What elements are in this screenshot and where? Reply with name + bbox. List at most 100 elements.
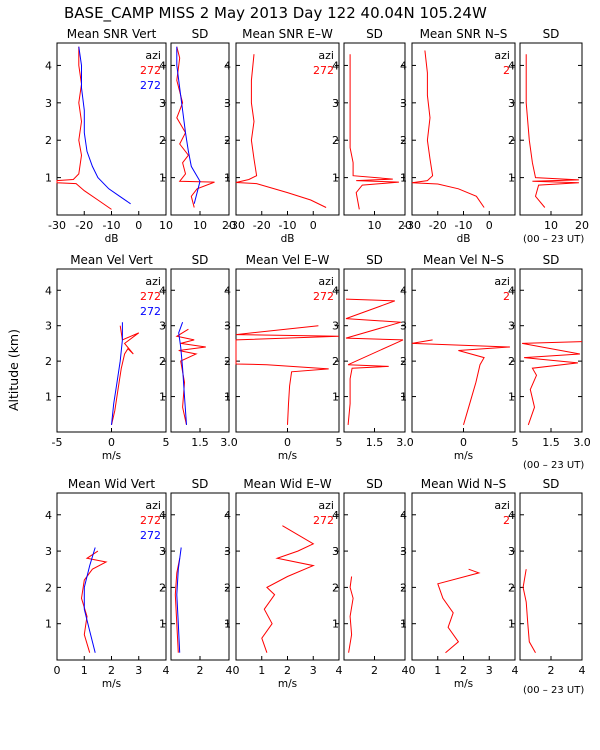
legend-header: azi <box>318 499 334 512</box>
x-tick-label: 5 <box>163 436 170 449</box>
y-tick-label: 3 <box>508 320 515 333</box>
panel-2-5: SD 1 2 3 4 2 4 <box>508 477 586 677</box>
legend-entry: 272 <box>140 514 161 527</box>
y-tick-label: 4 <box>400 59 407 72</box>
x-tick-label: 4 <box>226 664 233 677</box>
x-tick-label: 5 <box>512 436 519 449</box>
x-tick-label: 1.5 <box>542 436 560 449</box>
panel-title: Mean Wid N–S <box>421 477 506 491</box>
y-tick-label: 4 <box>45 59 52 72</box>
y-tick-label: 4 <box>159 59 166 72</box>
y-tick-label: 4 <box>508 284 515 297</box>
legend-entry: 272 <box>140 79 161 92</box>
x-tick-label: 2 <box>108 664 115 677</box>
x-tick-label: 4 <box>579 664 586 677</box>
y-tick-label: 1 <box>159 618 166 631</box>
legend-header: azi <box>145 275 161 288</box>
plot-frame <box>519 42 583 216</box>
y-tick-label: 1 <box>332 618 339 631</box>
panel-title: SD <box>543 253 560 267</box>
x-tick-label: 1 <box>434 664 441 677</box>
legend-header: azi <box>494 499 510 512</box>
y-tick-label: 3 <box>332 97 339 110</box>
x-tick-label: -30 <box>403 219 421 232</box>
series-line-red <box>525 54 579 208</box>
y-tick-label: 3 <box>224 320 231 333</box>
x-tick-label: 0 <box>409 664 416 677</box>
y-tick-label: 1 <box>45 172 52 185</box>
y-tick-label: 3 <box>45 97 52 110</box>
plot-frame <box>170 42 230 216</box>
plot-frame <box>411 42 516 216</box>
x-tick-label: 0 <box>54 664 61 677</box>
x-axis-label: m/s <box>454 678 473 690</box>
x-tick-label: -10 <box>279 219 297 232</box>
y-tick-label: 3 <box>508 545 515 558</box>
plot-frame <box>343 42 406 216</box>
legend-entry: 2 <box>503 64 510 77</box>
y-tick-label: 2 <box>332 581 339 594</box>
y-tick-label: 2 <box>224 134 231 147</box>
x-tick-label: 3.0 <box>573 436 591 449</box>
x-axis-label: m/s <box>278 678 297 690</box>
y-tick-label: 2 <box>400 134 407 147</box>
series-line-red <box>345 298 404 425</box>
series-line-red <box>411 339 510 426</box>
y-tick-label: 2 <box>159 355 166 368</box>
y-tick-label: 2 <box>508 134 515 147</box>
panel-1-4: Mean Vel N–S 1 2 3 4 0 5 m/s azi 2 <box>400 253 519 462</box>
plot-frame <box>519 268 583 433</box>
x-tick-label: 1.5 <box>366 436 384 449</box>
x-tick-label: 3 <box>310 664 317 677</box>
x-tick-label: -10 <box>103 219 121 232</box>
series-line-blue <box>78 46 131 205</box>
x-tick-label: 20 <box>575 219 589 232</box>
panel-title: Mean Wid E–W <box>243 477 331 491</box>
panel-2-0: Mean Wid Vert 1 2 3 4 0 1 2 3 4 m/s azi 272 272 <box>45 477 170 690</box>
x-tick-label: 2 <box>197 664 204 677</box>
x-axis-label: m/s <box>102 450 121 462</box>
plot-frame <box>519 492 583 661</box>
x-tick-label: 4 <box>336 664 343 677</box>
y-tick-label: 3 <box>400 545 407 558</box>
panel-title: SD <box>543 477 560 491</box>
panel-1-2: Mean Vel E–W 1 2 3 4 0 5 m/s azi 272 <box>224 253 343 462</box>
x-axis-label: m/s <box>454 450 473 462</box>
y-tick-label: 1 <box>224 391 231 404</box>
plot-frame <box>170 492 230 661</box>
x-tick-label: 3.0 <box>396 436 414 449</box>
x-tick-label: 20 <box>398 219 412 232</box>
x-axis-label: m/s <box>278 450 297 462</box>
x-tick-label: 4 <box>512 664 519 677</box>
x-tick-label: 0 <box>135 219 142 232</box>
x-tick-label: 10 <box>193 219 207 232</box>
y-tick-label: 1 <box>400 391 407 404</box>
y-tick-label: 3 <box>224 97 231 110</box>
y-tick-label: 2 <box>224 355 231 368</box>
series-line-red <box>175 328 206 426</box>
x-tick-label: 0 <box>486 219 493 232</box>
y-tick-label: 2 <box>400 355 407 368</box>
legend-entry: 272 <box>313 64 334 77</box>
panel-0-5: SD 1 2 3 4 10 20 <box>508 27 589 232</box>
legend-entry: 272 <box>140 305 161 318</box>
legend-entry: 272 <box>140 290 161 303</box>
x-tick-label: 3.0 <box>220 436 238 449</box>
y-tick-label: 1 <box>400 618 407 631</box>
series-line-red <box>522 341 583 426</box>
x-tick-label: 2 <box>284 664 291 677</box>
y-tick-label: 3 <box>45 320 52 333</box>
panel-title: SD <box>192 477 209 491</box>
y-tick-label: 3 <box>400 97 407 110</box>
y-tick-label: 2 <box>159 581 166 594</box>
x-tick-label: 10 <box>159 219 173 232</box>
series-line-red <box>261 525 315 653</box>
panel-title: SD <box>192 253 209 267</box>
series-line-red <box>348 576 354 653</box>
y-tick-label: 1 <box>400 172 407 185</box>
y-tick-label: 3 <box>400 320 407 333</box>
y-tick-label: 1 <box>332 391 339 404</box>
series-line-red <box>235 54 327 208</box>
y-tick-label: 2 <box>332 355 339 368</box>
